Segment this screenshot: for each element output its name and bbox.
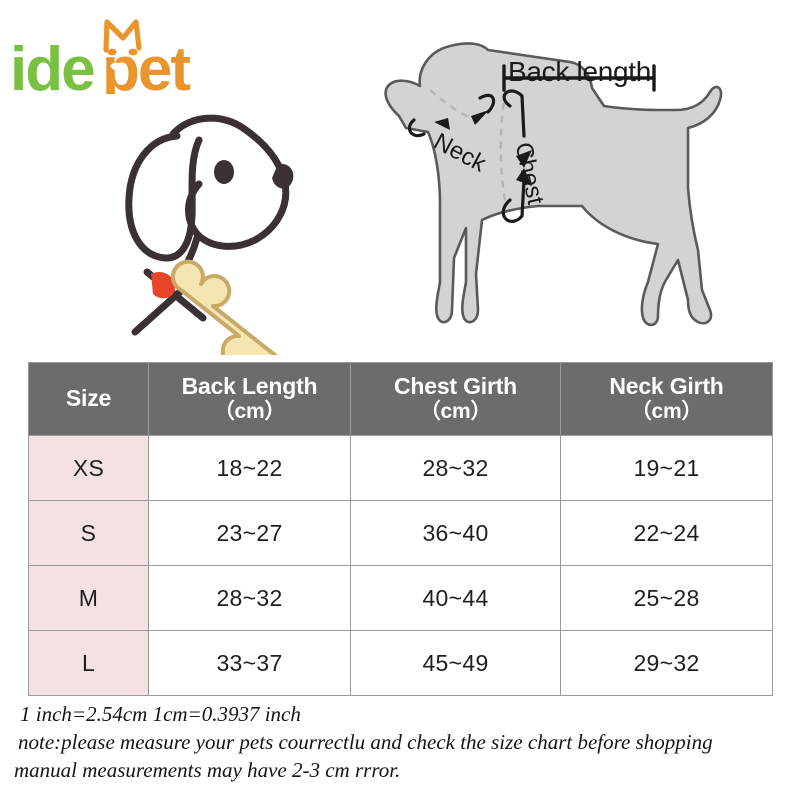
column-header-back-length-label: Back Length [181,373,318,400]
dog-nose-icon [272,163,294,189]
chest-dashed-line [499,89,508,207]
cell-chest-girth: 45~49 [350,630,561,696]
table-row: XS 18~22 28~32 19~21 [28,435,773,501]
measure-dog-svg [384,42,723,327]
cat-eyes-icon [107,48,138,56]
cell-chest-girth: 36~40 [350,500,561,566]
column-header-neck-girth-unit: （cm） [630,400,703,424]
back-length-ruler [502,64,656,92]
cartoon-dog-svg [125,114,294,383]
table-row: S 23~27 36~40 22~24 [28,500,773,566]
table-header: Size Back Length （cm） Chest Girth （cm） N… [28,362,773,436]
dog-body-silhouette [384,42,723,327]
column-header-neck-girth: Neck Girth （cm） [560,362,773,436]
cell-size: XS [28,435,149,501]
cell-chest-girth: 40~44 [350,565,561,631]
size-chart-table: Size Back Length （cm） Chest Girth （cm） N… [28,362,773,696]
column-header-chest-girth-label: Chest Girth [393,373,518,400]
cell-neck-girth: 22~24 [560,500,773,566]
cell-back-length: 23~27 [148,500,351,566]
cartoon-dog-illustration [95,100,335,383]
footnote-note-line-2: manual measurements may have 2-3 cm rrro… [14,758,401,783]
cell-chest-girth: 28~32 [350,435,561,501]
chest-arrowhead-down [516,150,532,168]
cat-nose-icon [110,62,122,71]
logo-text-ide: ide [10,35,94,94]
dog-ear-outline [125,132,203,262]
column-header-back-length-unit: （cm） [213,400,286,424]
column-header-neck-girth-label: Neck Girth [609,373,724,400]
table-body: XS 18~22 28~32 19~21 S 23~27 36~40 22~24… [28,435,773,696]
column-header-size-label: Size [65,385,112,412]
cell-back-length: 28~32 [148,565,351,631]
dog-eye-icon [214,160,234,184]
chest-arrowhead-up [516,168,532,186]
column-header-chest-girth: Chest Girth （cm） [350,362,561,436]
cell-neck-girth: 25~28 [560,565,773,631]
table-row: M 28~32 40~44 25~28 [28,565,773,631]
dog-measurement-diagram: Back length Neck Chest [358,28,788,358]
table-header-row: Size Back Length （cm） Chest Girth （cm） N… [28,362,773,436]
column-header-size: Size [28,362,149,436]
cell-back-length: 33~37 [148,630,351,696]
brand-logo: ide pet [6,8,226,104]
column-header-chest-girth-unit: （cm） [419,400,492,424]
neck-arrow-group [408,93,496,138]
footnote-note-line-1: note:please measure your pets courrectlu… [18,730,713,755]
footnotes: 1 inch=2.54cm 1cm=0.3937 inch note:pleas… [14,700,800,784]
footnote-unit-conversion: 1 inch=2.54cm 1cm=0.3937 inch [20,702,301,726]
table-row: L 33~37 45~49 29~32 [28,630,773,696]
cell-neck-girth: 19~21 [560,435,773,501]
column-header-back-length: Back Length （cm） [148,362,351,436]
cat-ears-icon [103,19,142,53]
cell-neck-girth: 29~32 [560,630,773,696]
brand-logo-svg: ide pet [10,19,192,104]
cell-size: S [28,500,149,566]
cell-size: M [28,565,149,631]
label-back-length: Back length [508,56,652,87]
dog-collar-knot [151,271,175,299]
neck-arrowhead-2 [434,118,450,130]
cell-back-length: 18~22 [148,435,351,501]
chest-arrow-group [501,89,526,223]
neck-arrowhead-1 [471,110,489,125]
cell-size: L [28,630,149,696]
